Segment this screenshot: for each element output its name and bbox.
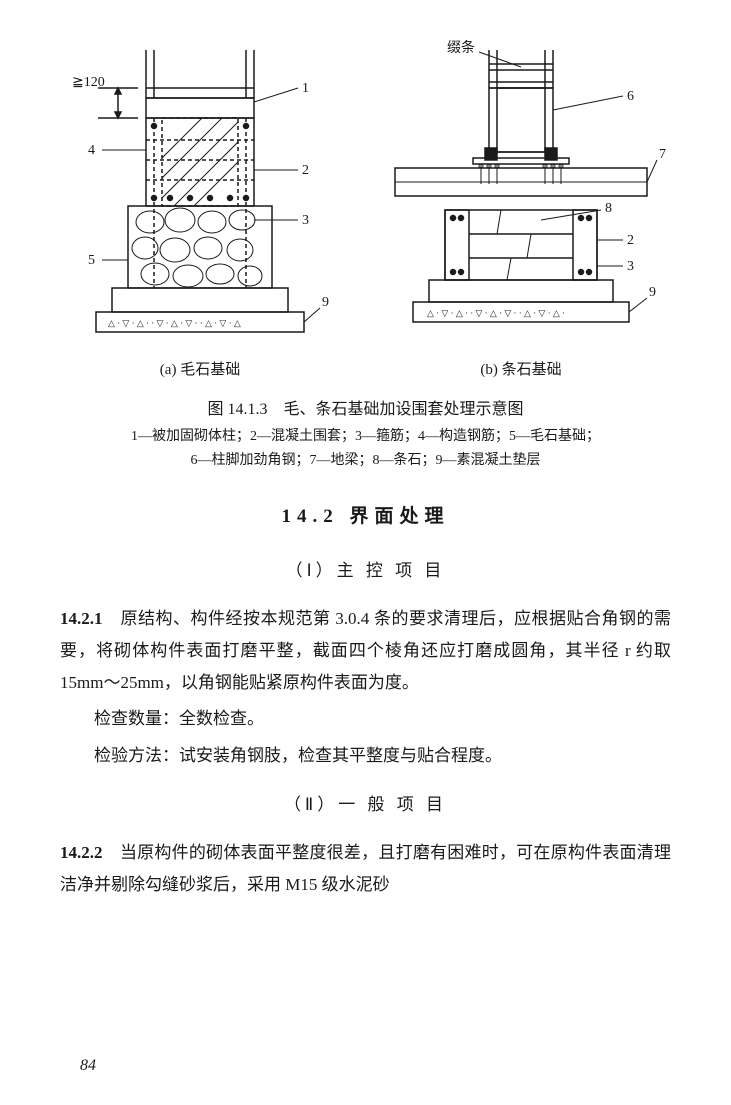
top-label: 缀条 <box>447 40 475 56</box>
figure-a-svg: △ · ▽ · △ · · ▽ · △ · ▽ · · △ · ▽ · △ ≧1… <box>60 40 340 350</box>
legend: 1—被加固砌体柱；2—混凝土围套；3—箍筋；4—构造钢筋；5—毛石基础； 6—柱… <box>60 425 671 473</box>
legend-line2: 6—柱脚加劲角钢；7—地梁；8—条石；9—素混凝土垫层 <box>60 449 671 473</box>
callout-8: 8 <box>605 201 612 216</box>
callout-9b: 9 <box>649 285 656 300</box>
svg-text:△ · ▽ · △ · · ▽ · △ · ▽ · · △: △ · ▽ · △ · · ▽ · △ · ▽ · · △ · ▽ · △ · <box>427 308 565 318</box>
figure-a-caption: (a) 毛石基础 <box>160 358 240 379</box>
check-method: 检验方法：试安装角钢肢，检查其平整度与贴合程度。 <box>60 740 671 772</box>
svg-text:△ · ▽ · △ · · ▽ · △ · ▽ · · △: △ · ▽ · △ · · ▽ · △ · ▽ · · △ · ▽ · △ <box>108 318 241 328</box>
clause-text-1: 原结构、构件经按本规范第 3.0.4 条的要求清理后，应根据贴合角钢的需要，将砌… <box>60 609 671 693</box>
main-caption: 图 14.1.3 毛、条石基础加设围套处理示意图 <box>60 395 671 419</box>
callout-4: 4 <box>88 143 95 158</box>
page-number: 84 <box>80 1057 96 1075</box>
callout-9a: 9 <box>322 295 329 310</box>
figure-b: △ · ▽ · △ · · ▽ · △ · ▽ · · △ · ▽ · △ · … <box>371 40 671 379</box>
callout-7: 7 <box>659 147 666 162</box>
callout-5: 5 <box>88 253 95 268</box>
callout-6: 6 <box>627 89 634 104</box>
subsection-1: （Ⅰ）主 控 项 目 <box>60 556 671 581</box>
section-title: 14.2 界面处理 <box>60 501 671 528</box>
callout-3: 3 <box>302 213 309 228</box>
clause-14-2-2: 14.2.2 当原构件的砌体表面平整度很差，且打磨有困难时，可在原构件表面清理洁… <box>60 837 671 902</box>
check-qty: 检查数量：全数检查。 <box>60 703 671 735</box>
callout-2b: 2 <box>627 233 634 248</box>
callout-1: 1 <box>302 81 309 96</box>
callout-3b: 3 <box>627 259 634 274</box>
figure-a: △ · ▽ · △ · · ▽ · △ · ▽ · · △ · ▽ · △ ≧1… <box>60 40 340 379</box>
clause-text-2: 当原构件的砌体表面平整度很差，且打磨有困难时，可在原构件表面清理洁净并剔除勾缝砂… <box>60 843 671 894</box>
figure-b-svg: △ · ▽ · △ · · ▽ · △ · ▽ · · △ · ▽ · △ · … <box>371 40 671 350</box>
clause-num-2: 14.2.2 <box>60 843 103 862</box>
clause-num-1: 14.2.1 <box>60 609 103 628</box>
callout-2: 2 <box>302 163 309 178</box>
legend-line1: 1—被加固砌体柱；2—混凝土围套；3—箍筋；4—构造钢筋；5—毛石基础； <box>60 425 671 449</box>
dim-label: ≧120 <box>72 75 105 90</box>
clause-14-2-1: 14.2.1 原结构、构件经按本规范第 3.0.4 条的要求清理后，应根据贴合角… <box>60 603 671 700</box>
figure-b-caption: (b) 条石基础 <box>480 358 561 379</box>
subsection-2: （Ⅱ）一 般 项 目 <box>60 790 671 815</box>
figures-row: △ · ▽ · △ · · ▽ · △ · ▽ · · △ · ▽ · △ ≧1… <box>60 40 671 379</box>
